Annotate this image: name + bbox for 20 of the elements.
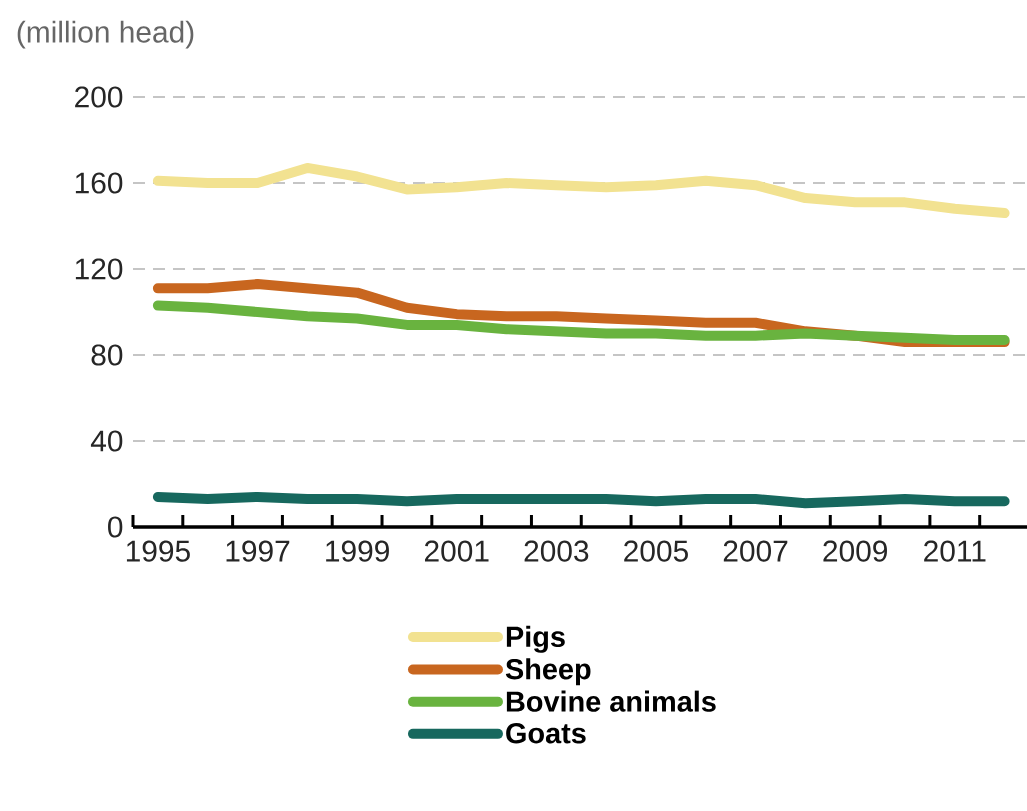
y-tick-label: 200 [75,86,123,108]
legend-label: Goats [506,723,586,744]
y-tick-label: 40 [90,430,123,452]
y-tick-label: 160 [75,172,123,194]
x-tick-label: 2009 [823,540,887,562]
y-axis-title: (million head) [17,20,194,49]
legend-label: Pigs [506,625,565,653]
x-tick-label: 1995 [126,540,190,562]
x-tick-label: 2005 [624,540,688,562]
x-tick-label: 1997 [226,540,290,562]
y-tick-label: 80 [91,344,123,366]
x-tick-label: 2001 [424,540,489,562]
x-tick-label: 2003 [524,540,589,562]
x-tick-label: 2007 [723,540,788,562]
legend-label: Sheep [505,658,591,686]
legend-label: Bovine animals [506,690,716,712]
x-tick-label: 2011 [924,540,986,562]
y-tick-label: 0 [108,516,123,538]
y-tick-label: 120 [75,258,123,280]
x-tick-label: 1999 [326,540,389,562]
